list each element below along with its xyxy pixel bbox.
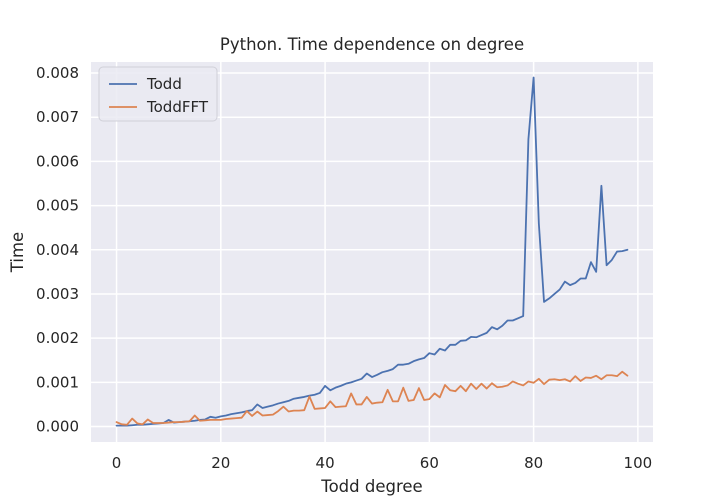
y-tick-label: 0.004: [36, 241, 79, 259]
y-tick-label: 0.002: [36, 329, 79, 347]
y-axis-label: Time: [8, 232, 27, 273]
x-tick-label: 0: [112, 454, 122, 472]
y-tick-label: 0.006: [36, 152, 79, 170]
y-tick-label: 0.003: [36, 285, 79, 303]
y-tick-label: 0.008: [36, 64, 79, 82]
x-tick-label: 40: [316, 454, 335, 472]
series-line-toddfft: [115, 370, 629, 426]
legend-label: Todd: [146, 75, 182, 93]
x-tick-label: 20: [211, 454, 230, 472]
chart-title: Python. Time dependence on degree: [220, 35, 524, 54]
x-axis-label: Todd degree: [320, 477, 422, 496]
y-tick-label: 0.000: [36, 418, 79, 436]
x-tick-label: 100: [624, 454, 653, 472]
y-tick-label: 0.001: [36, 373, 79, 391]
plot-area: [91, 62, 653, 442]
x-tick-label: 80: [524, 454, 543, 472]
y-tick-label: 0.005: [36, 197, 79, 215]
series-lines: [115, 76, 629, 427]
x-tick-label: 60: [420, 454, 439, 472]
y-axis: 0.000 0.001 0.002 0.003 0.004 0.005 0.006 0.007…: [36, 64, 79, 435]
legend-label: ToddFFT: [146, 98, 209, 116]
y-tick-label: 0.007: [36, 108, 79, 126]
legend: Todd ToddFFT: [98, 66, 218, 122]
grid: [91, 62, 653, 442]
x-axis: 0 20 40 60 80 100: [112, 454, 652, 472]
